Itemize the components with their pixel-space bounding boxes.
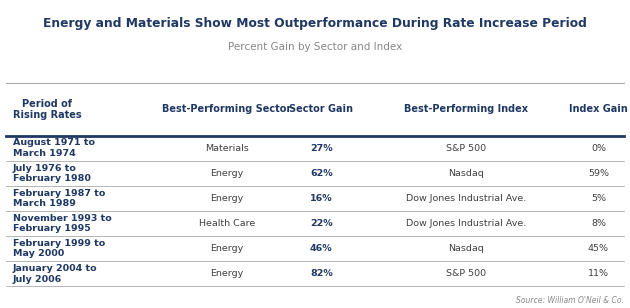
Text: Energy: Energy: [210, 169, 243, 178]
Text: Index Gain: Index Gain: [569, 104, 628, 114]
Text: 82%: 82%: [310, 270, 333, 278]
Text: Nasdaq: Nasdaq: [449, 169, 484, 178]
Text: November 1993 to
February 1995: November 1993 to February 1995: [13, 214, 112, 233]
Text: Dow Jones Industrial Ave.: Dow Jones Industrial Ave.: [406, 194, 526, 203]
Text: 0%: 0%: [591, 144, 606, 152]
Text: Energy: Energy: [210, 194, 243, 203]
Text: February 1999 to
May 2000: February 1999 to May 2000: [13, 239, 105, 258]
Text: 8%: 8%: [591, 219, 606, 228]
Text: 22%: 22%: [310, 219, 333, 228]
Text: 45%: 45%: [588, 244, 609, 253]
Text: Best-Performing Sector: Best-Performing Sector: [162, 104, 292, 114]
Text: Source: William O'Neil & Co.: Source: William O'Neil & Co.: [516, 296, 624, 305]
Text: Sector Gain: Sector Gain: [289, 104, 353, 114]
Text: S&P 500: S&P 500: [446, 270, 486, 278]
Text: 59%: 59%: [588, 169, 609, 178]
Text: 27%: 27%: [310, 144, 333, 152]
Text: February 1987 to
March 1989: February 1987 to March 1989: [13, 189, 105, 208]
Text: Energy and Materials Show Most Outperformance During Rate Increase Period: Energy and Materials Show Most Outperfor…: [43, 17, 587, 30]
Text: S&P 500: S&P 500: [446, 144, 486, 152]
Text: Nasdaq: Nasdaq: [449, 244, 484, 253]
Text: Energy: Energy: [210, 270, 243, 278]
Text: 11%: 11%: [588, 270, 609, 278]
Text: Materials: Materials: [205, 144, 249, 152]
Text: Energy: Energy: [210, 244, 243, 253]
Text: Best-Performing Index: Best-Performing Index: [404, 104, 528, 114]
Text: August 1971 to
March 1974: August 1971 to March 1974: [13, 138, 94, 158]
Text: July 1976 to
February 1980: July 1976 to February 1980: [13, 164, 91, 183]
Text: 46%: 46%: [310, 244, 333, 253]
Text: Percent Gain by Sector and Index: Percent Gain by Sector and Index: [228, 42, 402, 51]
Text: 16%: 16%: [310, 194, 333, 203]
Text: Dow Jones Industrial Ave.: Dow Jones Industrial Ave.: [406, 219, 526, 228]
Text: 62%: 62%: [310, 169, 333, 178]
Text: 5%: 5%: [591, 194, 606, 203]
Text: Health Care: Health Care: [198, 219, 255, 228]
Text: January 2004 to
July 2006: January 2004 to July 2006: [13, 264, 97, 284]
Text: Period of
Rising Rates: Period of Rising Rates: [13, 99, 81, 120]
